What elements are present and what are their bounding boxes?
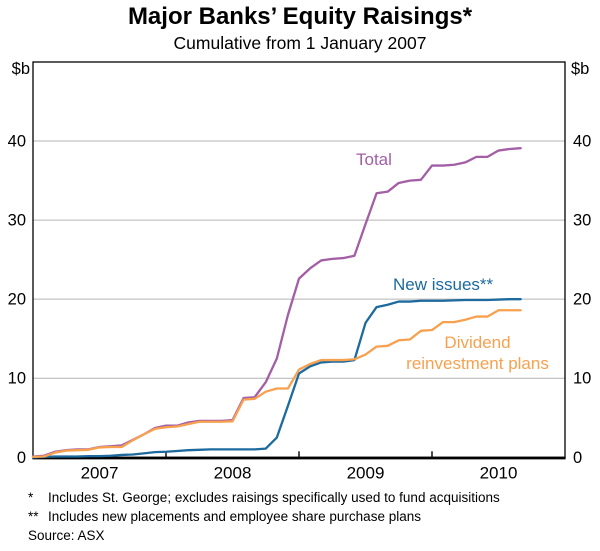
y-tick-label-right-40: 40	[573, 133, 591, 151]
footnote-1: * Includes St. George; excludes raisings …	[28, 488, 500, 507]
y-tick-label-left-30: 30	[8, 212, 26, 230]
y-tick-label-right-0: 0	[573, 449, 582, 467]
x-year-label-2010: 2010	[480, 463, 518, 482]
series-label-new-issues: New issues**	[393, 275, 494, 294]
y-tick-label-right-10: 10	[573, 370, 591, 388]
x-year-label-2009: 2009	[347, 463, 385, 482]
footnote-1-marker: *	[28, 490, 34, 505]
x-year-label-2008: 2008	[214, 463, 252, 482]
chart-subtitle: Cumulative from 1 January 2007	[173, 33, 427, 53]
y-axis-unit-right: $b	[571, 60, 590, 78]
y-tick-label-left-10: 10	[8, 370, 26, 388]
y-tick-label-left-40: 40	[8, 133, 26, 151]
footnote-2: ** Includes new placements and employee s…	[28, 507, 500, 526]
y-tick-label-left-20: 20	[8, 291, 26, 309]
y-axis-unit-left: $b	[11, 60, 30, 78]
chart-title: Major Banks’ Equity Raisings*	[127, 3, 473, 30]
y-tick-label-right-30: 30	[573, 212, 591, 230]
y-tick-label-right-20: 20	[573, 291, 591, 309]
x-year-label-2007: 2007	[81, 463, 119, 482]
footnotes: * Includes St. George; excludes raisings …	[28, 488, 500, 545]
series-label-drp-line1: Dividend	[444, 333, 511, 352]
footnote-2-text: Includes new placements and employee sha…	[48, 509, 421, 524]
series-line-dividend-reinvestment-plans	[31, 309, 522, 459]
series-line-total	[31, 147, 522, 458]
y-tick-label-left-0: 0	[17, 449, 26, 467]
footnote-2-marker: **	[28, 509, 39, 524]
footnote-1-text: Includes St. George; excludes raisings s…	[48, 490, 500, 505]
series-label-dividend-reinvestment-plans: Dividend reinvestment plans	[385, 332, 570, 374]
series-label-drp-line2: reinvestment plans	[406, 354, 549, 373]
source-note: Source: ASX	[28, 528, 105, 543]
plot-border	[32, 61, 566, 458]
series-label-total: Total	[356, 150, 392, 169]
series-line-new-issues-	[31, 298, 522, 459]
